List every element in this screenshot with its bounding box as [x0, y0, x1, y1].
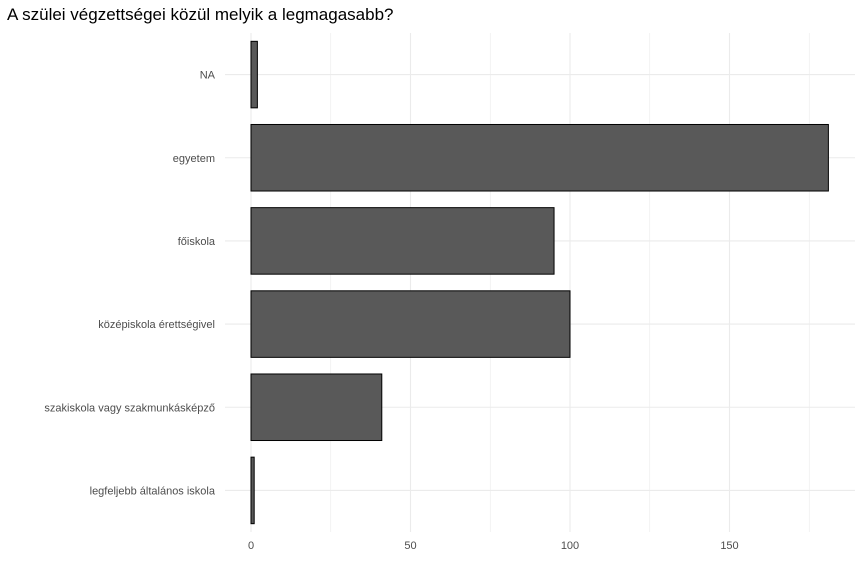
x-tick-label: 150 [720, 540, 738, 552]
y-tick-label: egyetem [173, 153, 215, 165]
y-tick-label: főiskola [178, 236, 216, 248]
bar-0 [250, 40, 258, 109]
y-tick-label: NA [200, 70, 216, 82]
y-tick-label: szakiskola vagy szakmunkásképző [44, 402, 215, 414]
x-tick-label: 50 [404, 540, 416, 552]
grid-lines [225, 33, 855, 532]
y-tick-label: középiskola érettségivel [98, 319, 215, 331]
x-tick-label: 0 [248, 540, 254, 552]
x-axis-labels: 0 50 100 150 [248, 540, 739, 552]
x-tick-label: 100 [561, 540, 579, 552]
bar-1 [250, 123, 829, 192]
bars [250, 40, 829, 525]
y-axis-labels: NA egyetem főiskola középiskola érettségive… [44, 70, 215, 498]
chart-title: A szülei végzettségei közül melyik a leg… [7, 5, 394, 24]
bar-5 [250, 456, 255, 525]
y-tick-label: legfeljebb általános iskola [90, 485, 216, 497]
bar-3 [250, 290, 571, 358]
bar-4 [250, 373, 383, 442]
bar-2 [250, 207, 555, 275]
